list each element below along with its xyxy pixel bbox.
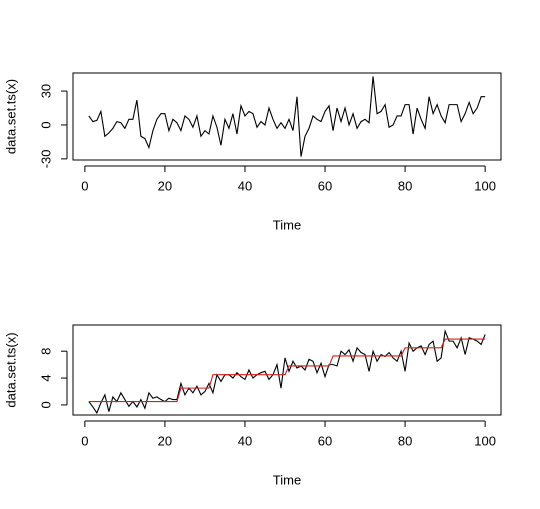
x-tick-label: 60 <box>318 178 332 193</box>
x-axis-label: Time <box>273 217 301 232</box>
x-tick-label: 80 <box>398 433 412 448</box>
series-line <box>88 338 486 403</box>
y-tick-label: 4 <box>38 374 53 381</box>
y-tick-label: 0 <box>38 121 53 128</box>
x-tick-label: 40 <box>238 178 252 193</box>
series-line <box>88 328 486 415</box>
x-tick-label: 0 <box>81 178 88 193</box>
series-line <box>88 76 486 157</box>
plot-box <box>72 324 502 416</box>
y-axis-label: data.set.ts(x) <box>3 332 18 407</box>
y-tick-label: 0 <box>38 401 53 408</box>
y-tick-label: 8 <box>38 348 53 355</box>
y-axis-label: data.set.ts(x) <box>3 79 18 154</box>
x-tick-label: 100 <box>474 178 496 193</box>
x-tick-label: 80 <box>398 178 412 193</box>
x-tick-label: 0 <box>81 433 88 448</box>
x-tick-label: 20 <box>158 178 172 193</box>
x-tick-label: 40 <box>238 433 252 448</box>
plot-box <box>72 72 502 161</box>
x-tick-label: 20 <box>158 433 172 448</box>
x-tick-label: 100 <box>474 433 496 448</box>
y-tick-label: 30 <box>38 84 53 98</box>
x-axis-label: Time <box>273 472 301 487</box>
y-tick-label: -30 <box>38 149 53 168</box>
x-tick-label: 60 <box>318 433 332 448</box>
